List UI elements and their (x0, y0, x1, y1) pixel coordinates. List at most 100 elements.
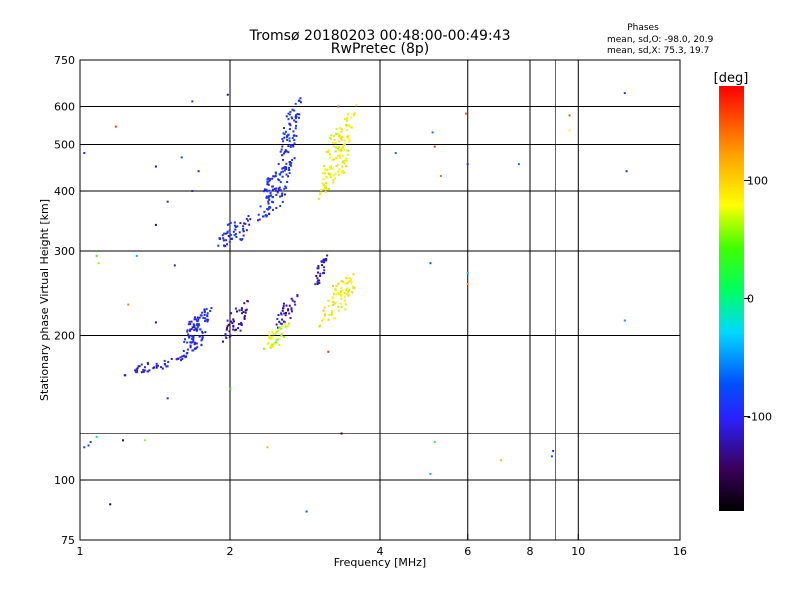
data-point (181, 355, 184, 358)
data-point (182, 350, 185, 352)
data-point (200, 314, 203, 317)
data-point (196, 328, 199, 331)
data-point (347, 290, 350, 293)
data-point (348, 289, 350, 292)
data-point (317, 198, 320, 200)
data-point (234, 226, 237, 229)
data-point (338, 135, 341, 138)
data-point (163, 359, 166, 362)
data-point (329, 176, 332, 179)
data-point (193, 318, 196, 321)
data-point (314, 283, 317, 286)
data-point (335, 127, 338, 130)
data-point (204, 317, 206, 320)
data-point (284, 166, 287, 168)
data-point (229, 221, 232, 224)
data-point (188, 320, 191, 323)
data-point (199, 328, 202, 331)
data-point (135, 368, 138, 371)
data-point (343, 295, 346, 298)
data-point (192, 335, 195, 338)
data-point (294, 102, 297, 105)
data-point (335, 289, 337, 292)
data-point (332, 179, 335, 182)
data-points (83, 92, 628, 513)
data-point (328, 168, 331, 171)
data-point (280, 334, 283, 337)
data-point (288, 128, 291, 130)
data-point (201, 338, 204, 341)
data-point (245, 229, 248, 232)
data-point (293, 139, 296, 142)
data-point (231, 237, 234, 240)
data-point (281, 167, 284, 170)
data-point (189, 328, 192, 331)
data-point (335, 293, 338, 296)
data-point (322, 172, 325, 175)
data-point (283, 127, 285, 129)
data-point (333, 138, 336, 141)
data-point (267, 183, 270, 186)
data-point (290, 307, 293, 310)
data-point (274, 332, 277, 335)
data-point (332, 301, 335, 304)
data-point (325, 182, 328, 185)
data-point (286, 181, 289, 183)
data-point (240, 321, 243, 324)
data-point (246, 300, 249, 303)
data-point (338, 173, 340, 176)
data-point (353, 112, 356, 115)
data-point (242, 227, 245, 230)
data-point (341, 146, 344, 148)
data-point (268, 335, 271, 338)
data-point (155, 362, 158, 365)
data-point (281, 309, 284, 312)
data-point (322, 184, 325, 187)
colorbar-tick-label: 0 (747, 293, 754, 306)
data-point (180, 156, 183, 159)
data-point (319, 191, 322, 194)
data-point (288, 140, 291, 143)
data-point (205, 308, 208, 311)
data-point (196, 316, 199, 319)
data-point (288, 113, 291, 116)
data-point (343, 143, 346, 146)
data-point (225, 336, 228, 339)
data-point (345, 277, 348, 280)
data-point (346, 282, 349, 285)
data-point (83, 446, 86, 449)
data-point (336, 163, 339, 166)
data-point (278, 173, 281, 176)
data-point (332, 181, 335, 184)
data-point (230, 320, 233, 323)
data-point (343, 171, 346, 174)
data-point (192, 340, 195, 343)
data-point (263, 347, 266, 350)
data-point (278, 179, 281, 182)
colorbar-tick-label: 100 (747, 174, 768, 187)
data-point (155, 366, 158, 369)
data-point (284, 193, 286, 196)
data-point (226, 325, 229, 328)
data-point (293, 142, 296, 145)
data-point (134, 369, 137, 372)
y-tick-label: 75 (61, 534, 75, 547)
data-point (273, 175, 276, 178)
data-point (341, 169, 344, 172)
data-point (187, 334, 190, 337)
data-point (226, 319, 229, 322)
data-point (247, 215, 250, 217)
data-point (296, 113, 299, 116)
data-point (127, 303, 130, 306)
data-point (623, 319, 626, 322)
data-point (343, 282, 346, 285)
data-point (273, 187, 276, 190)
data-point (194, 347, 197, 350)
data-point (288, 163, 291, 166)
data-point (280, 148, 283, 151)
data-point (274, 175, 277, 177)
data-point (268, 198, 271, 201)
data-point (326, 169, 329, 171)
data-point (500, 459, 503, 462)
data-point (270, 194, 273, 197)
